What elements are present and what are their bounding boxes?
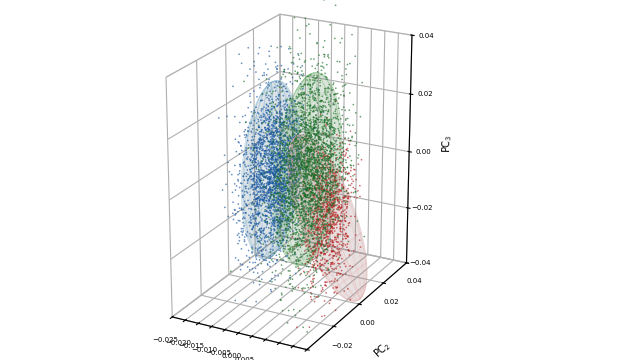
Y-axis label: PC$_2$: PC$_2$ [371, 338, 394, 360]
